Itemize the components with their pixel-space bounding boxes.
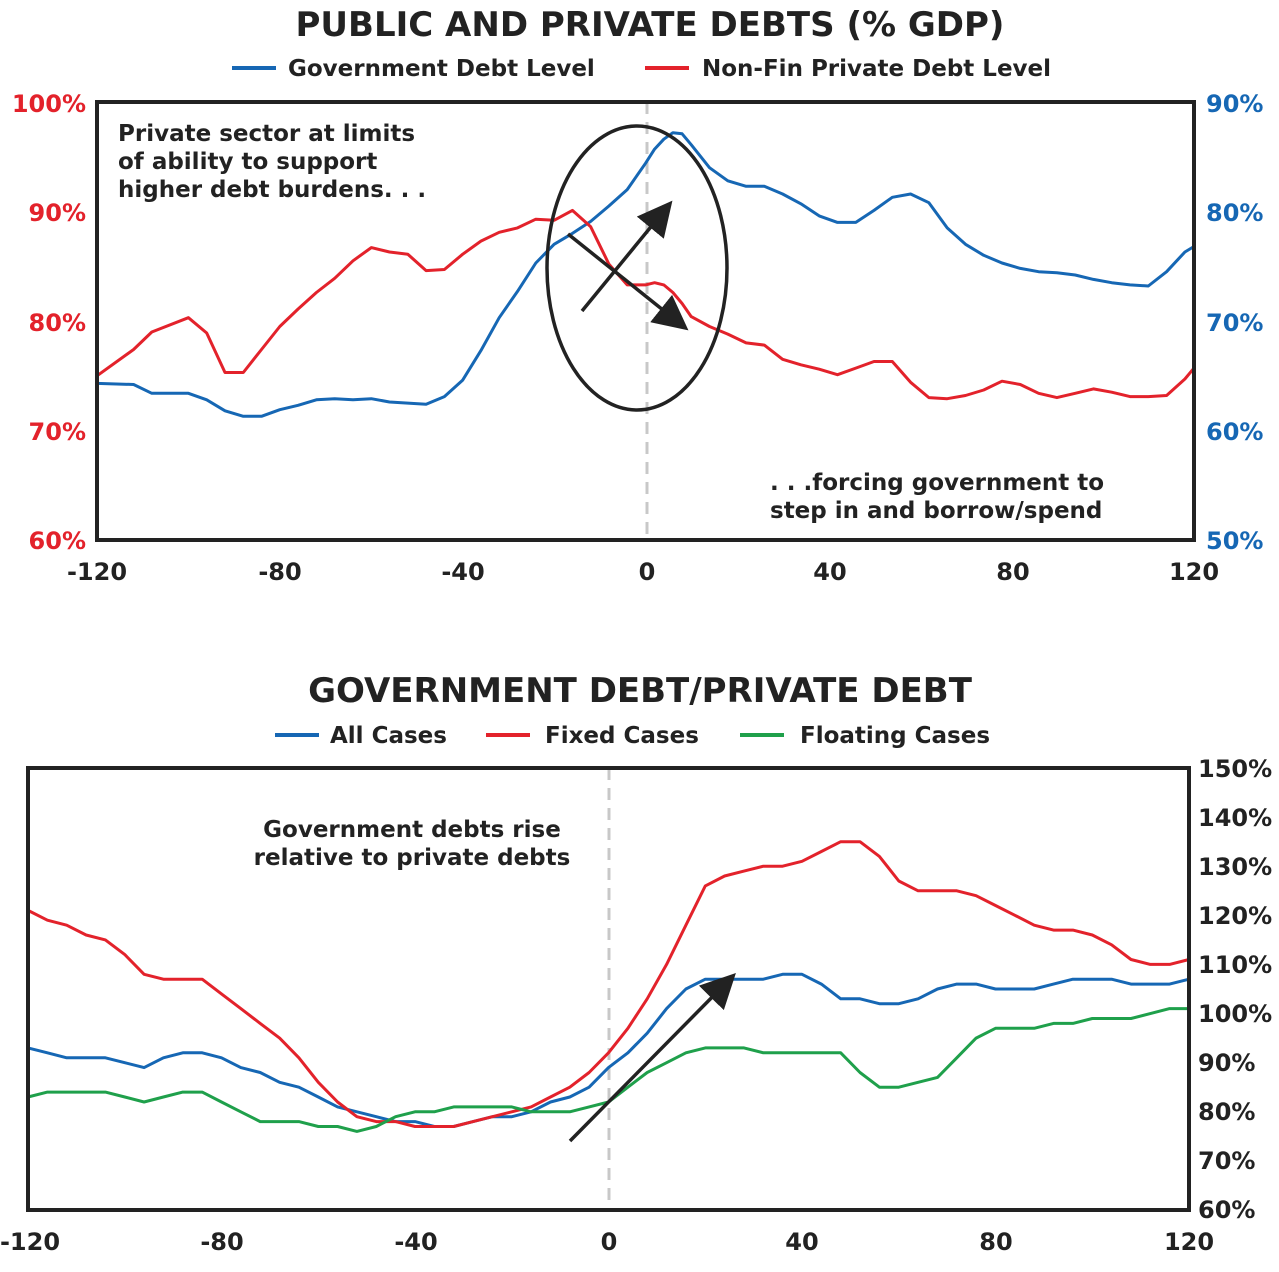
chart1-plot-frame (95, 100, 1196, 542)
chart2-y-right-tick: 90% (1198, 1049, 1255, 1077)
chart1-x-tick: -40 (441, 558, 484, 586)
chart1-highlight-ellipse (545, 124, 729, 412)
chart1-annotation-line: higher debt burdens. . . (118, 177, 426, 203)
chart1-legend: Government Debt Level Non-Fin Private De… (232, 56, 1051, 82)
chart2-y-right-tick: 70% (1198, 1147, 1255, 1175)
chart1-y-right-tick: 50% (1206, 527, 1263, 555)
chart2-x-tick: -120 (0, 1228, 60, 1256)
chart1-x-tick: 0 (639, 558, 656, 586)
chart2-y-right-tick: 100% (1198, 1000, 1272, 1028)
chart2-x-tick: 80 (979, 1228, 1012, 1256)
chart1-annotation-line: Private sector at limits (118, 121, 415, 147)
chart2-x-tick: 40 (785, 1228, 818, 1256)
chart2-annotation-line: Government debts rise (263, 817, 561, 843)
chart2-y-right-tick: 120% (1198, 902, 1272, 930)
chart1-x-tick: -80 (258, 558, 301, 586)
chart1-x-tick: -120 (67, 558, 127, 586)
chart1-arrow-down-icon (566, 232, 689, 331)
chart1-y-left-tick: 70% (29, 418, 86, 446)
chart2-plot-frame (26, 766, 1191, 1212)
chart2-title: GOVERNMENT DEBT/PRIVATE DEBT (308, 671, 973, 711)
chart1-y-left-tick: 90% (29, 199, 86, 227)
chart1-legend-label-government: Government Debt Level (288, 56, 595, 82)
chart2-legend: All Cases Fixed Cases Floating Cases (275, 723, 990, 749)
chart2-legend-label-fixed: Fixed Cases (545, 723, 699, 749)
chart1-y-right-tick: 70% (1206, 309, 1263, 337)
chart1-arrow-up-icon (580, 200, 673, 313)
chart1-title: PUBLIC AND PRIVATE DEBTS (% GDP) (296, 5, 1005, 45)
chart2-y-right-ticks: 150% 140% 130% 120% 110% 100% 90% 80% 70… (1198, 755, 1272, 1224)
chart2-legend-label-floating: Floating Cases (800, 723, 990, 749)
chart2-y-right-tick: 150% (1198, 755, 1272, 783)
chart1-y-left-tick: 60% (29, 527, 86, 555)
chart2-x-tick: -40 (394, 1228, 437, 1256)
chart1-series-non-fin-private-debt-level (96, 208, 1196, 401)
chart1-y-right-ticks: 90% 80% 70% 60% 50% (1206, 90, 1263, 555)
chart1-x-ticks: -120 -80 -40 0 40 80 120 (67, 558, 1219, 586)
chart1-y-left-tick: 80% (29, 309, 86, 337)
chart1-y-left-tick: 100% (12, 90, 86, 118)
chart2-y-right-tick: 60% (1198, 1196, 1255, 1224)
chart2-y-right-tick: 130% (1198, 853, 1272, 881)
chart1-annotation-line: step in and borrow/spend (770, 498, 1102, 524)
chart2-annotation: Government debts rise relative to privat… (254, 817, 571, 871)
chart1-annotation-left: Private sector at limits of ability to s… (118, 121, 426, 203)
chart1-y-right-tick: 60% (1206, 418, 1263, 446)
chart1-x-tick: 120 (1169, 558, 1219, 586)
chart1-y-left-ticks: 100% 90% 80% 70% 60% (12, 90, 86, 555)
chart1-annotation-line: of ability to support (118, 149, 377, 175)
chart2-series-all-cases (27, 972, 1190, 1128)
chart1-y-right-tick: 90% (1206, 90, 1263, 118)
chart1-x-tick: 80 (996, 558, 1029, 586)
chart1-x-tick: 40 (813, 558, 846, 586)
chart2-x-tick: 120 (1164, 1228, 1214, 1256)
chart1-legend-label-private: Non-Fin Private Debt Level (702, 56, 1051, 82)
chart2-x-tick: 0 (601, 1228, 618, 1256)
chart2: GOVERNMENT DEBT/PRIVATE DEBT All Cases F… (0, 671, 1272, 1256)
chart2-y-right-tick: 140% (1198, 804, 1272, 832)
chart2-arrow-up-icon (568, 973, 736, 1143)
chart1-y-right-tick: 80% (1206, 199, 1263, 227)
chart1-annotation-right: . . .forcing government to step in and b… (770, 470, 1104, 524)
chart2-x-tick: -80 (200, 1228, 243, 1256)
chart2-y-right-tick: 110% (1198, 951, 1272, 979)
chart2-x-ticks: -120 -80 -40 0 40 80 120 (0, 1228, 1214, 1256)
chart2-y-right-tick: 80% (1198, 1098, 1255, 1126)
chart1: PUBLIC AND PRIVATE DEBTS (% GDP) Governm… (12, 5, 1264, 586)
chart2-series-fixed-cases (27, 840, 1190, 1128)
chart1-annotation-line: . . .forcing government to (770, 470, 1104, 496)
chart2-legend-label-all: All Cases (330, 723, 447, 749)
chart2-annotation-line: relative to private debts (254, 845, 571, 871)
